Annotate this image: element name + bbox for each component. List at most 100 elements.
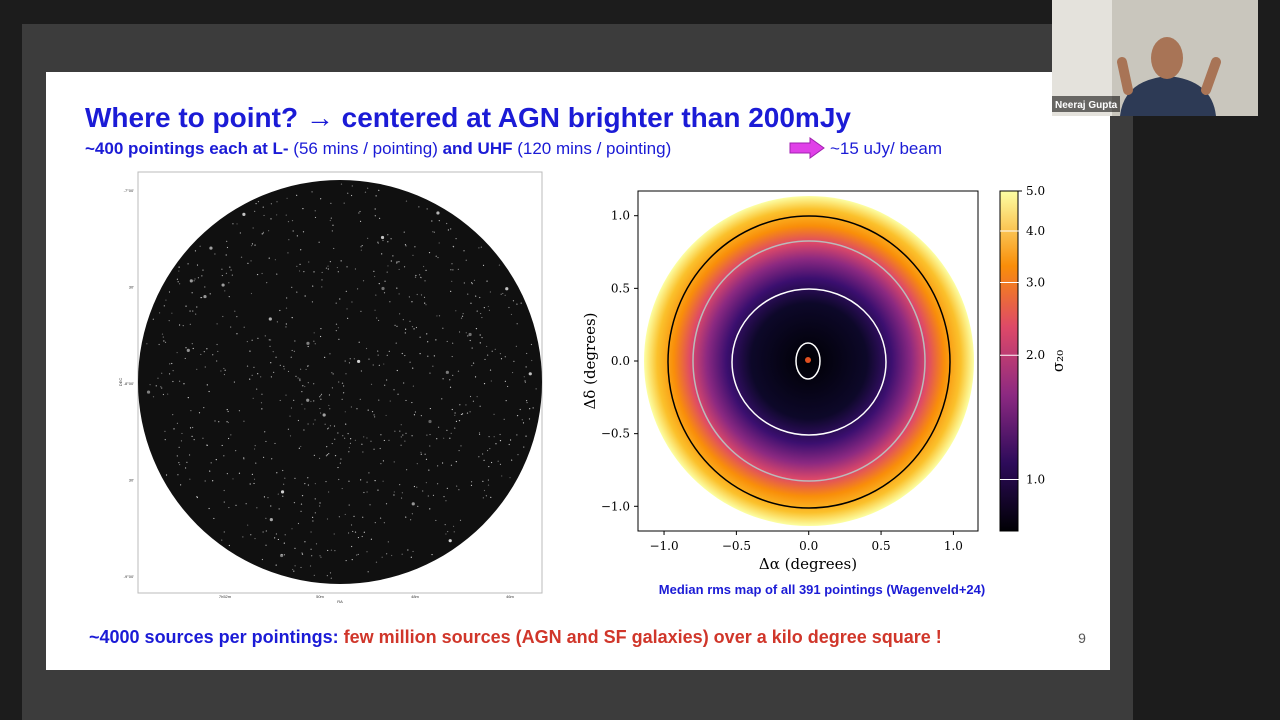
source (375, 195, 377, 197)
source (203, 351, 205, 353)
source (275, 356, 277, 358)
source (214, 253, 216, 255)
contour (667, 215, 951, 509)
source (401, 492, 403, 494)
source (346, 266, 348, 268)
source (379, 517, 382, 519)
source (308, 261, 310, 263)
source (319, 502, 321, 504)
source (270, 505, 272, 507)
source (233, 381, 235, 383)
source (269, 345, 271, 347)
source (327, 549, 329, 552)
source (416, 486, 418, 488)
source (374, 480, 376, 482)
source (268, 317, 272, 321)
source (519, 408, 521, 411)
source (478, 432, 481, 434)
source (348, 504, 350, 506)
source (390, 260, 392, 262)
source (257, 337, 259, 339)
source (490, 380, 492, 382)
source (162, 393, 165, 396)
source (328, 404, 330, 407)
source (374, 208, 376, 210)
source (512, 300, 515, 302)
colorbar-tick-label: 1.0 (1026, 472, 1045, 486)
source (287, 221, 290, 223)
source (299, 263, 301, 266)
source (486, 280, 488, 282)
source (476, 310, 478, 312)
source (345, 423, 347, 425)
source (243, 457, 245, 459)
source (510, 313, 513, 316)
source (515, 345, 517, 347)
source (306, 341, 310, 345)
source (493, 436, 495, 438)
subtitle-part: ~400 pointings each at L- (85, 139, 289, 158)
source (340, 458, 342, 460)
source (293, 570, 295, 572)
source (275, 533, 278, 535)
source (404, 332, 406, 334)
source (362, 516, 364, 518)
source (348, 446, 350, 449)
page-number: 9 (1078, 630, 1086, 646)
colorbar-tick-label: 3.0 (1026, 276, 1045, 290)
source (209, 246, 213, 250)
source (329, 353, 331, 355)
source (267, 230, 270, 232)
image-ylabel: DEC (118, 378, 123, 387)
source (502, 292, 504, 295)
source (274, 442, 276, 445)
source (455, 420, 458, 422)
source (243, 420, 245, 422)
source (333, 425, 336, 427)
source (338, 338, 340, 340)
source (277, 538, 279, 541)
source (504, 356, 506, 358)
source (482, 497, 484, 499)
source (177, 474, 179, 476)
source (472, 400, 475, 402)
source (444, 524, 446, 526)
source (382, 239, 384, 242)
source (196, 368, 198, 370)
source (402, 434, 404, 436)
source (497, 460, 499, 462)
source (414, 411, 417, 413)
source (319, 505, 321, 507)
source (411, 301, 413, 303)
source (325, 455, 328, 457)
source (235, 450, 237, 452)
source (307, 382, 309, 384)
source (397, 393, 399, 395)
source (345, 373, 347, 375)
source (246, 340, 248, 343)
source (203, 294, 207, 299)
source (239, 232, 241, 234)
source (424, 302, 426, 304)
source (467, 293, 469, 295)
source (335, 330, 337, 332)
source (517, 454, 519, 456)
source (279, 364, 281, 366)
source (405, 245, 407, 247)
source (405, 328, 407, 330)
source (224, 290, 226, 292)
source (301, 403, 303, 405)
source (380, 235, 385, 240)
source (524, 380, 526, 382)
source (283, 365, 285, 368)
source (473, 279, 476, 281)
source (186, 348, 190, 352)
source (223, 455, 225, 457)
source (162, 336, 164, 338)
source (200, 297, 202, 299)
source (276, 273, 278, 275)
source (450, 464, 453, 466)
source (164, 438, 166, 441)
source (383, 522, 385, 524)
